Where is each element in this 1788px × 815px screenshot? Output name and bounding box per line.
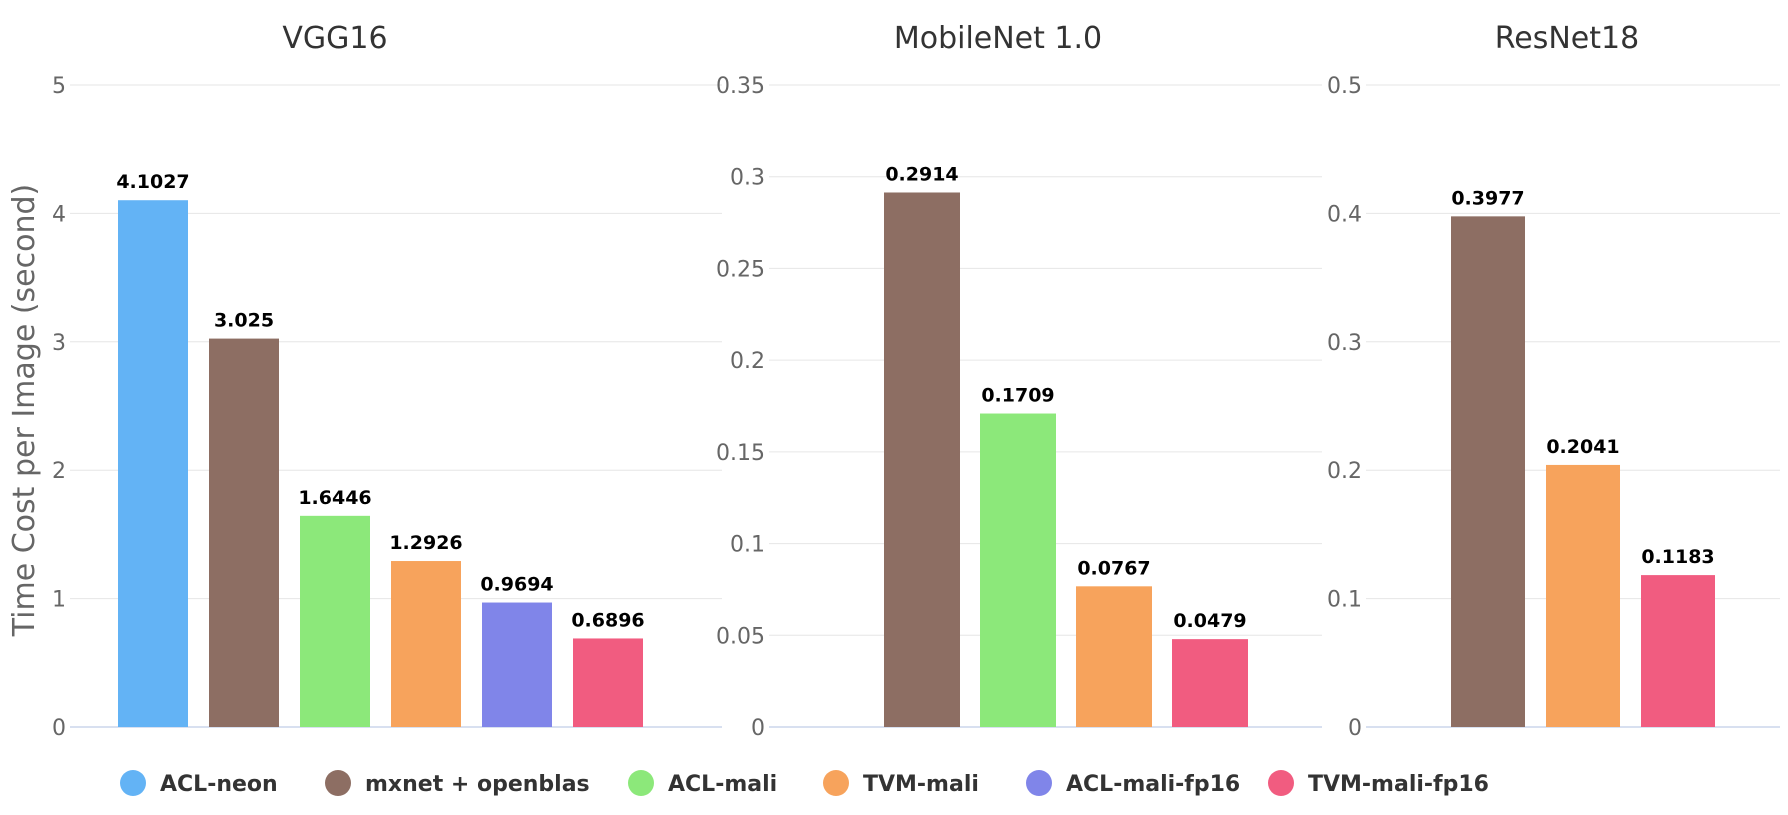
chart-panel-2: ResNet18 0 0.1 0.2 0.3 0.4 0.5 0.3977 0.2041 0.11… (1327, 21, 1780, 741)
legend-label: TVM-mali-fp16 (1308, 772, 1489, 797)
data-label: 0.1183 (1641, 546, 1714, 568)
y-tick-label: 0.2 (1327, 459, 1362, 484)
y-tick-label: 4 (52, 202, 66, 227)
panel-title: MobileNet 1.0 (894, 21, 1102, 56)
y-tick-label: 0.3 (730, 166, 765, 191)
data-label: 0.0479 (1173, 610, 1246, 632)
y-tick-label: 0.1 (1327, 588, 1362, 613)
data-label: 0.9694 (480, 574, 553, 596)
panels: VGG16 0 1 2 3 4 5 4.1027 3.025 1.6446 1.2926 0.9694… (52, 21, 1780, 741)
legend-marker-icon (120, 770, 146, 796)
bar (573, 638, 643, 727)
bar (1076, 586, 1152, 727)
bar (209, 338, 279, 727)
legend-marker-icon (1026, 770, 1052, 796)
y-tick-label: 0.3 (1327, 331, 1362, 356)
data-label: 1.2926 (389, 532, 462, 554)
y-tick-label: 0 (1348, 716, 1362, 741)
y-tick-label: 0.1 (730, 533, 765, 558)
y-tick-label: 0.2 (730, 349, 765, 374)
y-tick-label: 0.05 (716, 624, 765, 649)
bar (980, 413, 1056, 727)
legend-item: TVM-mali-fp16 (1268, 770, 1489, 797)
legend-item: ACL-neon (120, 770, 278, 797)
legend-label: TVM-mali (863, 772, 979, 797)
legend-label: mxnet + openblas (365, 772, 590, 797)
data-label: 0.0767 (1077, 557, 1150, 579)
data-label: 4.1027 (116, 171, 189, 193)
data-label: 0.6896 (571, 609, 644, 631)
data-label: 0.3977 (1451, 187, 1524, 209)
bar (391, 561, 461, 727)
bar (1546, 464, 1620, 727)
y-tick-label: 0.25 (716, 257, 765, 282)
y-tick-label: 5 (52, 74, 66, 99)
y-tick-label: 0.5 (1327, 74, 1362, 99)
bar (1641, 575, 1715, 727)
y-tick-label: 0.4 (1327, 202, 1362, 227)
panel-title: ResNet18 (1495, 21, 1639, 56)
legend-label: ACL-neon (160, 772, 278, 797)
legend-marker-icon (823, 770, 849, 796)
legend-marker-icon (628, 770, 654, 796)
y-axis-title: Time Cost per Image (second) (7, 184, 42, 637)
data-label: 1.6446 (298, 487, 371, 509)
legend-marker-icon (325, 770, 351, 796)
legend: ACL-neon mxnet + openblas ACL-mali TVM-mali… (120, 770, 1489, 797)
y-tick-label: 0 (751, 716, 765, 741)
y-tick-label: 0 (52, 716, 66, 741)
data-label: 3.025 (214, 310, 274, 332)
legend-item: TVM-mali (823, 770, 979, 797)
y-tick-label: 0.35 (716, 74, 765, 99)
data-label: 0.2041 (1546, 436, 1619, 458)
y-tick-label: 3 (52, 331, 66, 356)
legend-item: ACL-mali-fp16 (1026, 770, 1240, 797)
legend-item: mxnet + openblas (325, 770, 590, 797)
data-label: 0.2914 (885, 163, 958, 185)
legend-item: ACL-mali (628, 770, 777, 797)
bar (1451, 216, 1525, 727)
y-tick-label: 2 (52, 459, 66, 484)
y-tick-label: 0.15 (716, 441, 765, 466)
bar (884, 192, 960, 727)
bar (300, 515, 370, 727)
bar (482, 602, 552, 727)
y-tick-label: 1 (52, 588, 66, 613)
legend-label: ACL-mali-fp16 (1066, 772, 1240, 797)
chart-panel-1: MobileNet 1.0 0 0.05 0.1 0.15 0.2 0.25 0.3 0.35 0… (716, 21, 1322, 741)
chart-panel-0: VGG16 0 1 2 3 4 5 4.1027 3.025 1.6446 1.2926 0.9694… (52, 21, 722, 741)
legend-marker-icon (1268, 770, 1294, 796)
legend-label: ACL-mali (668, 772, 777, 797)
bar (1172, 639, 1248, 727)
data-label: 0.1709 (981, 385, 1054, 407)
panel-title: VGG16 (282, 21, 387, 56)
bar (118, 200, 188, 727)
